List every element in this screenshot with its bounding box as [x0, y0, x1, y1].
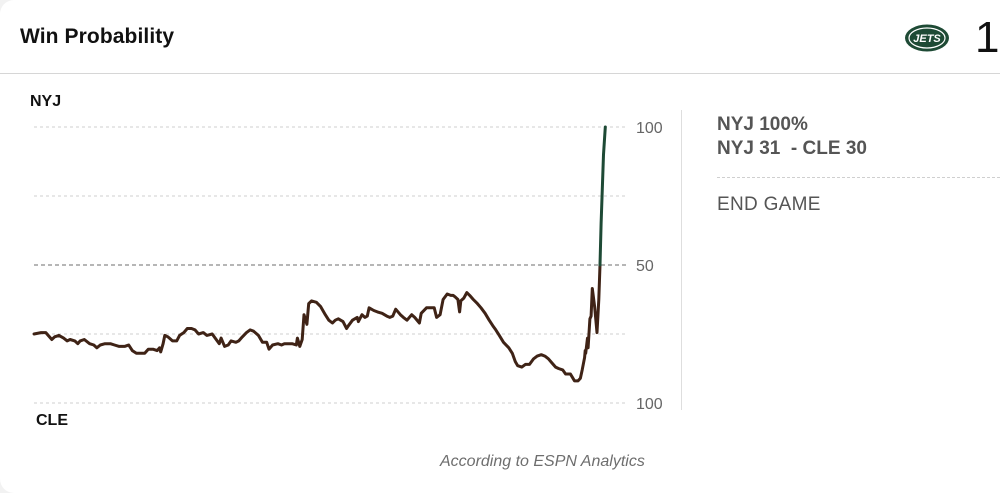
- win-probability-chart: 100 50 100: [0, 90, 680, 430]
- game-score: NYJ 31 - CLE 30: [717, 138, 867, 159]
- bottom-team-label: CLE: [36, 412, 68, 429]
- game-status: END GAME: [717, 194, 821, 215]
- y-tick-label: 50: [636, 258, 654, 275]
- card-title: Win Probability: [20, 25, 175, 48]
- info-divider: [717, 177, 1000, 178]
- source-note: According to ESPN Analytics: [440, 453, 645, 470]
- play-info-panel: NYJ 100% NYJ 31 - CLE 30 END GAME: [717, 113, 1000, 216]
- jets-logo-text: JETS: [913, 33, 941, 45]
- series-line-nyj: [598, 125, 607, 267]
- y-tick-label: 100: [636, 396, 663, 413]
- chart-info-divider: [681, 110, 682, 410]
- jets-logo-icon: JETS: [905, 24, 949, 52]
- line-layer: [32, 125, 607, 383]
- tick-layer: 100 50 100: [636, 120, 663, 413]
- top-team-label: NYJ: [30, 93, 62, 110]
- card-header: Win Probability JETS 1: [0, 0, 1000, 74]
- chart-svg: 100 50 100: [32, 120, 663, 413]
- team-score: 1: [975, 13, 1000, 62]
- y-tick-label: 100: [636, 120, 663, 137]
- grid-layer: [34, 126, 626, 404]
- series-line-cle: [32, 263, 602, 383]
- win-probability-value: NYJ 100%: [717, 114, 808, 135]
